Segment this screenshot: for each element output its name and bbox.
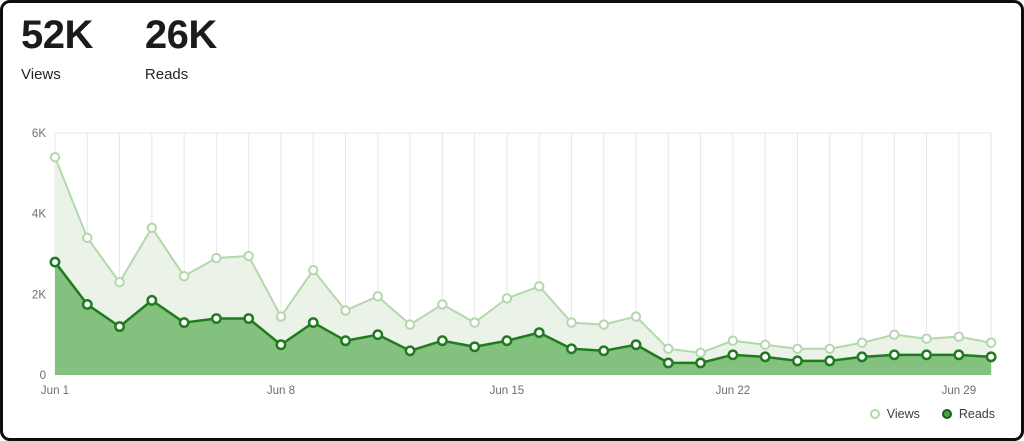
chart-legend: Views Reads — [869, 407, 995, 421]
reads-point — [49, 256, 61, 268]
views-point — [372, 291, 383, 302]
reads-point — [953, 349, 965, 361]
views-reads-chart: 0 2K 4K 6K Jun 1 Jun 8 Jun 15 Jun 22 Jun 29 — [3, 3, 1021, 438]
reads-point — [727, 349, 739, 361]
reads-count: 26K — [144, 13, 217, 57]
views-point — [404, 319, 416, 330]
x-tick-label: Jun 1 — [41, 385, 69, 397]
views-point — [824, 343, 835, 354]
views-point — [49, 152, 61, 163]
views-point — [663, 343, 674, 354]
views-point — [953, 331, 965, 342]
area-chart-svg[interactable]: 0 2K 4K 6K Jun 1 Jun 8 Jun 15 Jun 22 Jun 29 — [3, 3, 1021, 438]
reads-legend-marker-icon — [941, 409, 952, 419]
reads-point — [307, 317, 319, 329]
views-point — [921, 333, 932, 344]
views-point — [695, 347, 706, 359]
stat-views: 52K Views — [21, 13, 93, 83]
y-tick-label: 6K — [32, 128, 46, 140]
views-point — [82, 232, 93, 244]
reads-point — [210, 313, 222, 324]
reads-point — [146, 294, 158, 306]
views-point — [114, 277, 125, 288]
reads-count-label: Reads — [144, 66, 189, 83]
legend-views-label: Views — [886, 407, 920, 421]
legend-reads-label: Reads — [958, 407, 995, 421]
reads-point — [985, 351, 997, 363]
reads-point — [178, 317, 190, 329]
views-point — [340, 305, 351, 316]
reads-point — [888, 349, 900, 361]
reads-point — [275, 339, 287, 351]
views-area — [55, 157, 992, 375]
y-tick-label: 0 — [40, 370, 46, 382]
reads-point — [114, 321, 126, 333]
reads-point — [501, 335, 513, 347]
stats-header: 52K Views 26K Reads — [21, 13, 217, 83]
views-count-label: Views — [21, 66, 61, 83]
reads-point — [598, 345, 610, 357]
legend-item-reads[interactable]: Reads — [941, 407, 995, 421]
x-tick-label: Jun 29 — [942, 385, 977, 397]
stat-reads: 26K Reads — [145, 13, 217, 83]
reads-point — [372, 329, 384, 341]
views-point — [727, 335, 739, 346]
views-point — [211, 252, 222, 264]
x-tick-label: Jun 8 — [267, 385, 295, 397]
views-point — [275, 311, 287, 322]
y-tick-label: 4K — [32, 209, 46, 221]
views-point — [856, 337, 868, 348]
reads-point — [340, 335, 351, 347]
views-point — [889, 329, 900, 340]
reads-point — [533, 327, 545, 339]
reads-point — [921, 349, 933, 361]
views-point — [469, 317, 480, 328]
views-point — [308, 264, 319, 276]
views-point — [437, 299, 448, 310]
reads-point — [404, 345, 416, 357]
reads-area — [55, 262, 992, 375]
views-point — [598, 319, 609, 330]
legend-item-views[interactable]: Views — [869, 407, 920, 421]
reads-point — [566, 343, 577, 355]
views-point — [566, 317, 577, 328]
x-tick-label: Jun 15 — [490, 385, 525, 397]
views-line — [54, 156, 993, 354]
reads-point — [824, 355, 836, 367]
reads-point — [469, 341, 481, 353]
reads-point — [759, 351, 771, 363]
views-point — [630, 311, 642, 322]
reads-point — [662, 357, 674, 369]
reads-point — [791, 355, 803, 367]
views-point — [501, 293, 513, 304]
reads-point — [856, 351, 868, 363]
views-legend-marker-icon — [869, 409, 880, 419]
reads-point — [81, 298, 93, 310]
views-point — [178, 270, 190, 282]
views-point — [243, 250, 254, 262]
views-point — [146, 222, 158, 233]
views-count: 52K — [21, 13, 93, 57]
reads-point — [630, 339, 642, 351]
reads-point — [436, 335, 448, 347]
x-tick-label: Jun 22 — [716, 385, 751, 397]
views-point — [985, 337, 997, 348]
y-tick-label: 2K — [32, 289, 46, 301]
views-point — [759, 339, 771, 350]
reads-point — [695, 357, 707, 369]
reads-point — [243, 313, 255, 324]
views-point — [534, 281, 545, 292]
views-point — [792, 343, 803, 354]
